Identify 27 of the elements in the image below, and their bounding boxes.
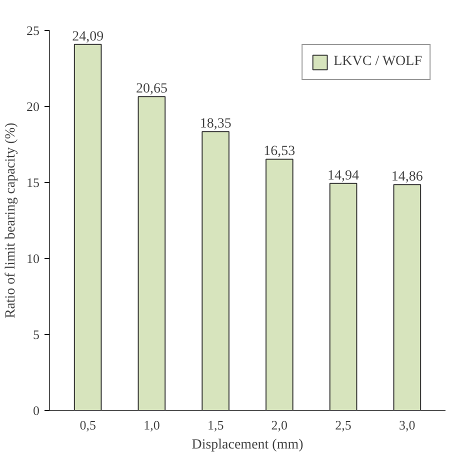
data-label: 18,35 (200, 116, 232, 132)
bar (393, 184, 422, 410)
legend-label: LKVC / WOLF (334, 54, 422, 70)
y-tick-label: 10 (26, 251, 40, 266)
bar (266, 158, 294, 410)
data-label: 16,53 (264, 144, 296, 160)
x-tick-label: 2,5 (335, 418, 352, 432)
y-tick-label: 5 (33, 327, 40, 342)
x-tick-label: 1,5 (207, 418, 224, 432)
y-tick-label: 20 (26, 99, 40, 114)
x-tick-label: 2,0 (271, 418, 288, 432)
y-tick-label: 0 (33, 403, 40, 418)
x-tick-label: 3,0 (399, 418, 416, 432)
bar (74, 44, 102, 410)
x-tick-label: 0,5 (80, 418, 96, 432)
data-label: 20,65 (136, 82, 168, 97)
data-label: 14,86 (391, 170, 423, 185)
data-label: 14,94 (328, 168, 360, 184)
y-axis-title: Ratio of limit bearing capacity (%) (4, 122, 18, 318)
y-tick-label: 25 (26, 23, 40, 38)
bar (202, 131, 230, 410)
bar (138, 96, 166, 410)
data-label: 24,09 (72, 29, 104, 44)
x-tick-label: 1,0 (144, 418, 160, 432)
y-tick-label: 15 (26, 175, 40, 190)
bar (329, 182, 358, 410)
x-axis-title: Displacement (mm) (192, 438, 304, 452)
